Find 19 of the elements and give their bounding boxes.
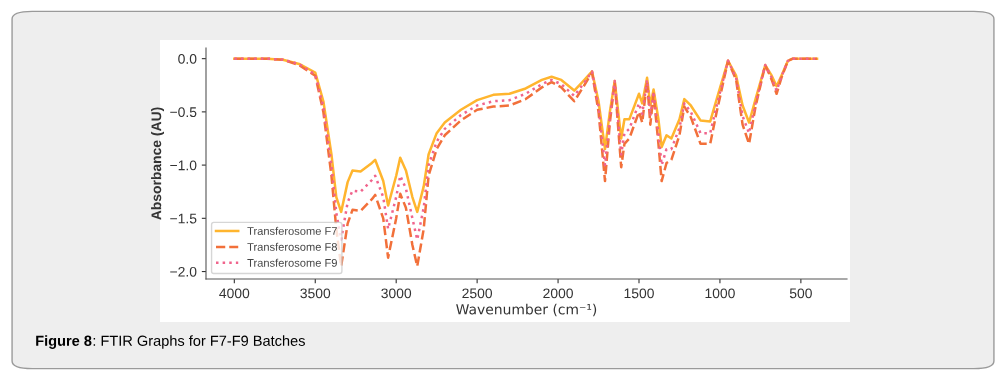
x-tick-label: 1500 xyxy=(624,288,654,299)
x-tick-label: 2000 xyxy=(543,288,573,299)
y-tick-label: −0.5 xyxy=(170,107,197,118)
y-tick-label: −2.0 xyxy=(170,266,197,277)
y-tick-label: −1.5 xyxy=(170,213,197,224)
legend-label: Transferosome F7 xyxy=(247,226,337,235)
legend-label: Transferosome F8 xyxy=(247,242,337,251)
x-tick-label: 500 xyxy=(789,288,812,299)
x-tick-label: 3500 xyxy=(300,288,331,299)
x-tick-label: 3000 xyxy=(381,288,412,299)
x-tick-label: 1000 xyxy=(705,288,735,299)
y-tick-label: 0.0 xyxy=(178,53,197,64)
y-axis-title: Absorbance (AU) xyxy=(151,107,164,220)
y-tick-label: −1.0 xyxy=(170,160,197,171)
x-tick-label: 2500 xyxy=(462,288,493,299)
x-axis-title: Wavenumber (cm⁻¹) xyxy=(456,303,597,317)
x-tick-label: 4000 xyxy=(219,288,250,299)
legend-label: Transferosome F9 xyxy=(247,258,337,267)
caption: Figure 8: FTIR Graphs for F7-F9 Batches xyxy=(36,335,305,349)
